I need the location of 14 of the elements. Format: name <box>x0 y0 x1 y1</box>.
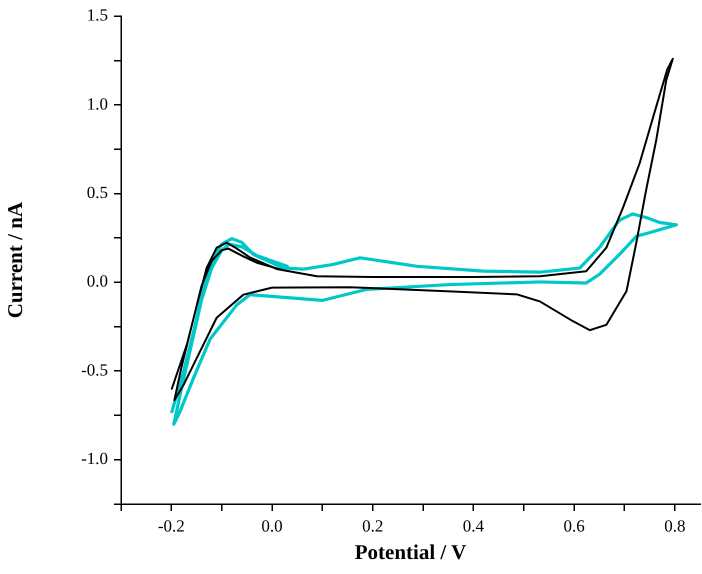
y-tick-label: 1.0 <box>86 94 108 114</box>
x-axis-title: Potential / V <box>354 540 466 564</box>
y-tick-label: -1.0 <box>81 449 108 468</box>
x-tick-label: 0.6 <box>564 516 585 536</box>
x-tick-label: 0.0 <box>261 516 283 536</box>
x-tick-label: -0.2 <box>158 516 185 536</box>
y-tick-label: 1.5 <box>86 6 108 25</box>
y-tick-label: 0.5 <box>86 183 108 202</box>
y-axis-title: Current / nA <box>3 201 28 318</box>
y-tick-label: -0.5 <box>81 360 108 380</box>
x-tick-label: 0.4 <box>462 516 485 536</box>
x-tick-label: 0.8 <box>664 516 686 536</box>
x-tick-label: 0.2 <box>362 516 384 536</box>
y-tick-label: 0.0 <box>86 272 108 291</box>
